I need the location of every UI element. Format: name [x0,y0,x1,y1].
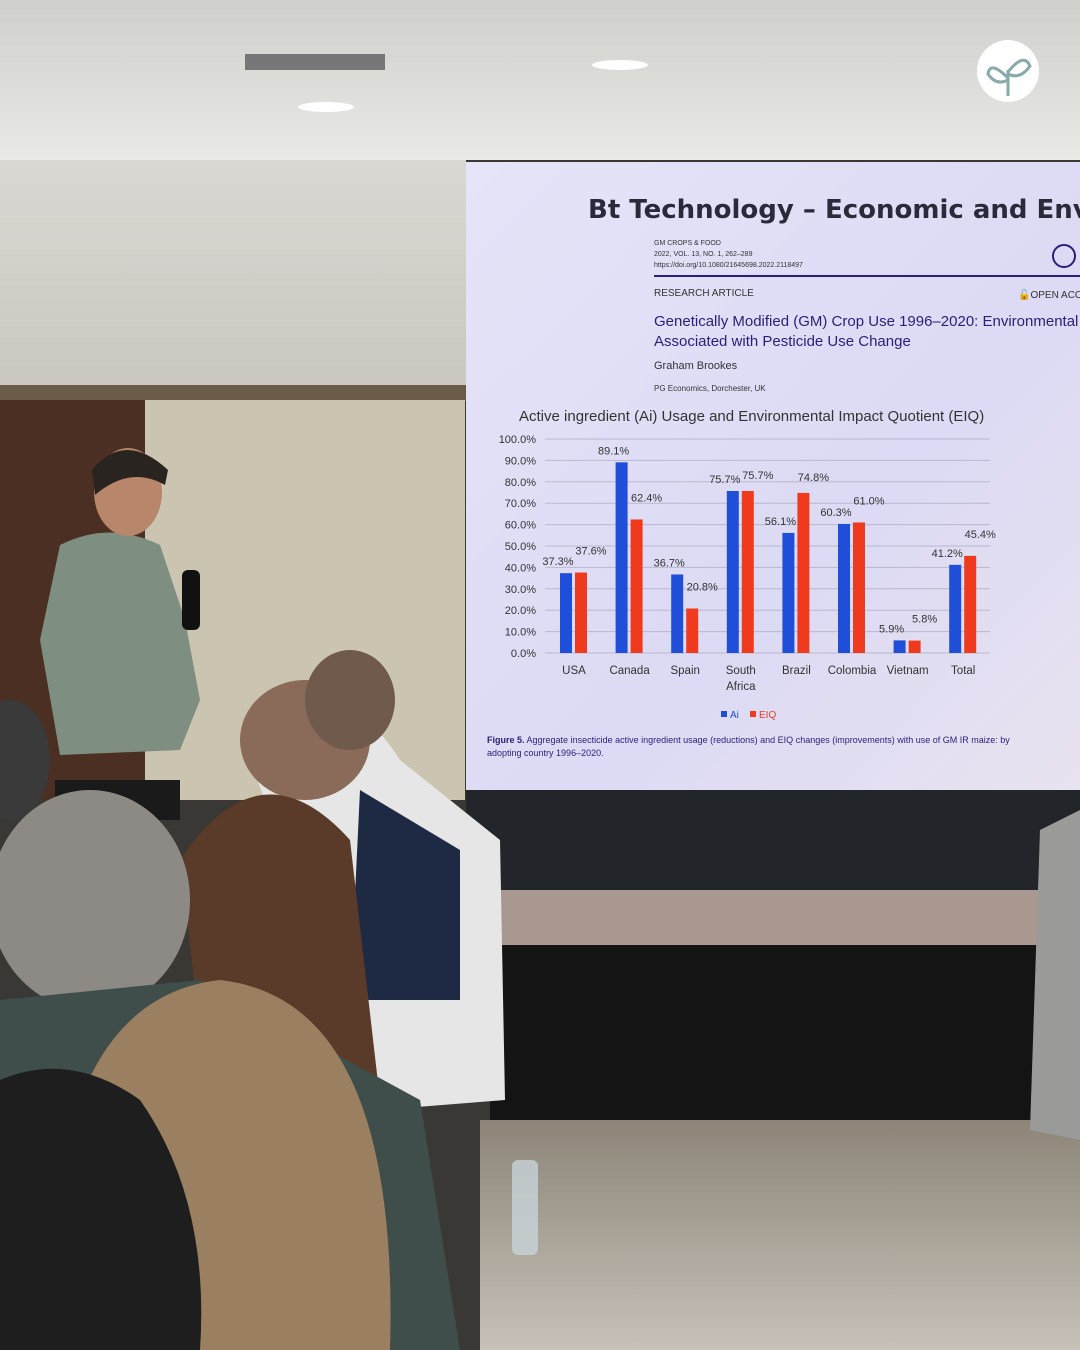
y-tick-label: 100.0% [499,434,537,446]
data-label: 74.8% [798,472,829,484]
audience [0,650,505,1350]
bar-eiq [853,522,865,653]
water-bottle [512,1160,538,1255]
bar-ai [838,523,850,653]
y-tick-label: 50.0% [505,541,536,553]
data-label: 5.9% [879,623,904,635]
data-label: 20.8% [687,581,718,593]
data-label: 75.7% [709,474,740,486]
ceiling-light [298,102,354,112]
legend-label-eiq: EIQ [759,710,776,721]
affiliation: PG Economics, Dorchester, UK [654,384,766,393]
floor [480,1120,1080,1350]
data-label: 60.3% [820,507,851,519]
chart-title: Active ingredient (Ai) Usage and Environ… [519,408,984,425]
y-tick-label: 70.0% [505,498,536,510]
legend-swatch-ai [721,711,727,717]
y-tick-label: 0.0% [511,648,536,660]
projection-screen [466,162,1080,790]
bar-ai [560,573,572,653]
bar-eiq [741,491,754,653]
figure-caption-line2: adopting country 1996–2020. [487,748,604,758]
data-label: 45.4% [965,529,996,541]
stage [490,890,1050,950]
x-tick-label: Africa [726,681,756,693]
figure-caption: Figure 5. Aggregate insecticide active i… [487,735,1010,745]
paper-title-line2: Associated with Pesticide Use Change [654,333,911,350]
data-label: 56.1% [765,516,796,528]
legend: Ai EIQ [721,710,776,721]
bar-eiq [630,519,643,653]
ceiling [0,0,1080,160]
x-tick-label: Spain [670,665,699,677]
y-tick-label: 10.0% [505,627,536,639]
x-tick-label: Vietnam [887,665,929,677]
slide-title: Bt Technology – Economic and Environm [588,195,1080,225]
bar-ai [782,532,795,653]
paper-title-line1: Genetically Modified (GM) Crop Use 1996–… [654,313,1080,330]
audience-member [1030,810,1080,1140]
x-tick-label: South [726,665,756,677]
journal-volume: 2022, VOL. 13, NO. 1, 262–289 [654,251,753,258]
y-tick-label: 20.0% [505,605,536,617]
bar-ai [949,564,962,653]
publisher-logo-icon [1052,244,1076,268]
data-label: 37.3% [542,556,573,568]
air-vent [245,54,385,70]
data-label: 36.7% [654,557,685,569]
data-label: 75.7% [742,470,773,482]
data-label: 37.6% [575,546,606,558]
bar-eiq [686,608,699,653]
ceiling-light [592,60,648,70]
y-tick-label: 90.0% [505,455,536,467]
bar-eiq [908,640,921,653]
bar-ai [726,491,739,653]
article-type: RESEARCH ARTICLE [654,288,754,299]
y-tick-label: 30.0% [505,584,536,596]
legend-swatch-eiq [750,711,756,717]
bar-eiq [964,555,977,653]
author: Graham Brookes [654,360,738,372]
bar-eiq [797,492,810,653]
microphone-icon [182,570,200,630]
bar-chart: 0.0% 10.0% 20.0% 30.0% 40.0% 50.0% 60.0% 70.0% 8… [499,434,996,693]
bar-eiq [575,572,587,653]
data-label: 61.0% [853,495,884,507]
bar-ai [615,462,628,653]
y-tick-label: 80.0% [505,477,536,489]
bar-ai [671,574,684,653]
legend-label-ai: Ai [730,710,739,721]
x-tick-label: Brazil [782,665,811,677]
y-tick-label: 60.0% [505,520,536,532]
x-tick-label: USA [562,665,586,677]
x-tick-label: Total [951,665,975,677]
bar-ai [893,640,906,653]
sprout-logo-icon [977,40,1039,102]
y-tick-label: 40.0% [505,562,536,574]
x-tick-label: Colombia [828,665,877,677]
x-tick-label: Canada [609,665,650,677]
data-label: 89.1% [598,445,629,457]
open-access-badge: 🔓OPEN ACCES [1018,288,1080,301]
doi-link: https://doi.org/10.1080/21645698.2022.21… [654,262,803,269]
data-label: 5.8% [912,614,937,626]
data-label: 41.2% [932,548,963,560]
wall [0,160,466,390]
data-label: 62.4% [631,492,662,504]
journal-name: GM CROPS & FOOD [654,240,721,247]
